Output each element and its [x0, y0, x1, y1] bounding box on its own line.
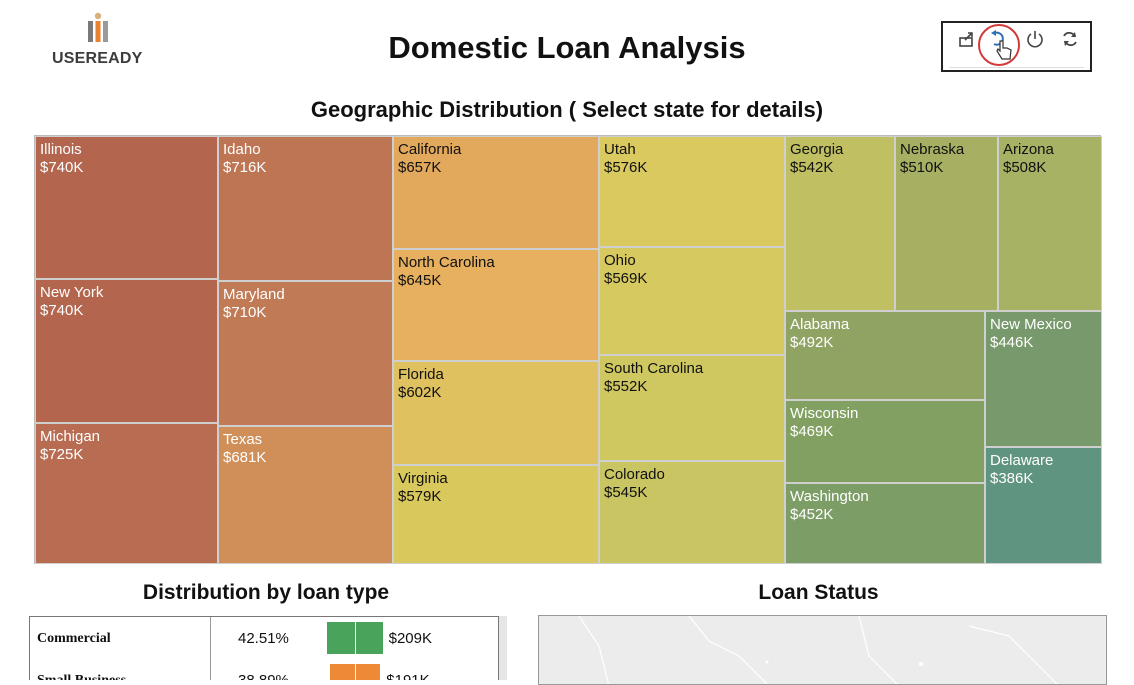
tile-state-label: South Carolina	[604, 360, 704, 377]
highlight-circle-icon	[978, 24, 1020, 66]
revert-icon[interactable]	[988, 29, 1008, 49]
loan-type-value: $209K	[388, 630, 432, 647]
loan-type-bar[interactable]	[329, 664, 381, 680]
tile-state-label: Washington	[790, 488, 869, 505]
tile-value-label: $740K	[40, 302, 84, 319]
treemap-tile-arizona[interactable]: Arizona $508K	[998, 136, 1102, 311]
treemap-tile-south-carolina[interactable]: South Carolina $552K	[599, 355, 785, 461]
treemap-tile-idaho[interactable]: Idaho $716K	[218, 136, 393, 281]
tile-value-label: $710K	[223, 304, 267, 321]
company-logo: USEREADY	[52, 10, 152, 72]
tile-value-label: $469K	[790, 423, 834, 440]
loan-type-percent: 42.51%	[238, 630, 289, 647]
tile-state-label: New Mexico	[990, 316, 1072, 333]
tile-state-label: California	[398, 141, 462, 158]
toolbar-divider	[949, 67, 1084, 68]
loan-type-bar[interactable]	[327, 622, 383, 654]
loan-type-label: Small Business	[37, 673, 126, 680]
tile-value-label: $508K	[1003, 159, 1047, 176]
map-borders-icon	[578, 616, 1058, 684]
loan-type-value: $191K	[386, 672, 429, 680]
tile-value-label: $740K	[40, 159, 84, 176]
loan-type-row[interactable]: Small Business 38.89% $191K	[30, 659, 498, 680]
tile-state-label: Idaho	[223, 141, 261, 158]
treemap-tile-delaware[interactable]: Delaware $386K	[985, 447, 1102, 564]
loan-type-chart: Commercial 42.51% $209K Small Business 38.89…	[29, 616, 499, 680]
tile-state-label: Nebraska	[900, 141, 965, 158]
tile-state-label: Utah	[604, 141, 636, 158]
tile-state-label: North Carolina	[398, 254, 495, 271]
treemap-tile-wisconsin[interactable]: Wisconsin $469K	[785, 400, 985, 483]
refresh-icon[interactable]	[1060, 29, 1080, 49]
tile-value-label: $452K	[790, 506, 834, 523]
treemap-tile-michigan[interactable]: Michigan $725K	[35, 423, 218, 564]
tile-state-label: Michigan	[40, 428, 101, 445]
loan-type-axis	[355, 617, 356, 680]
tile-state-label: Florida	[398, 366, 444, 383]
tile-state-label: Illinois	[40, 141, 82, 158]
loan-status-map[interactable]	[538, 615, 1107, 685]
treemap-tile-ohio[interactable]: Ohio $569K	[599, 247, 785, 355]
treemap-tile-virginia[interactable]: Virginia $579K	[393, 465, 599, 564]
tile-value-label: $657K	[398, 159, 442, 176]
logo-text: USEREADY	[52, 50, 143, 67]
tile-state-label: Alabama	[790, 316, 850, 333]
tile-state-label: Arizona	[1003, 141, 1054, 158]
loan-status-title: Loan Status	[758, 581, 879, 604]
page-title: Domestic Loan Analysis	[388, 30, 746, 65]
tile-value-label: $542K	[790, 159, 834, 176]
column-divider	[210, 617, 211, 680]
treemap-tile-north-carolina[interactable]: North Carolina $645K	[393, 249, 599, 361]
tile-state-label: Georgia	[790, 141, 844, 158]
tile-value-label: $446K	[990, 334, 1034, 351]
loan-type-label: Commercial	[37, 631, 111, 646]
loan-type-percent: 38.89%	[238, 672, 289, 680]
tile-value-label: $510K	[900, 159, 944, 176]
tile-value-label: $552K	[604, 378, 648, 395]
loan-type-title: Distribution by loan type	[142, 581, 390, 604]
tile-value-label: $569K	[604, 270, 648, 287]
geographic-treemap: Illinois $740K New York $740K Michigan $725K I…	[34, 135, 1102, 564]
tile-value-label: $716K	[223, 159, 267, 176]
tile-value-label: $725K	[40, 446, 84, 463]
tile-state-label: Virginia	[398, 470, 448, 487]
loan-type-row[interactable]: Commercial 42.51% $209K	[30, 617, 498, 657]
tile-state-label: Delaware	[990, 452, 1054, 469]
tile-value-label: $645K	[398, 272, 442, 289]
pause-icon[interactable]	[1025, 29, 1045, 49]
treemap-tile-utah[interactable]: Utah $576K	[599, 136, 785, 247]
treemap-tile-colorado[interactable]: Colorado $545K	[599, 461, 785, 564]
treemap-tile-nebraska[interactable]: Nebraska $510K	[895, 136, 998, 311]
tile-state-label: New York	[40, 284, 104, 301]
treemap-tile-alabama[interactable]: Alabama $492K	[785, 311, 985, 400]
tile-state-label: Maryland	[223, 286, 285, 303]
dashboard-toolbar	[941, 21, 1092, 72]
treemap-tile-georgia[interactable]: Georgia $542K	[785, 136, 895, 311]
treemap-tile-california[interactable]: California $657K	[393, 136, 599, 249]
tile-state-label: Texas	[223, 431, 263, 448]
tile-state-label: Ohio	[604, 252, 636, 269]
hand-cursor-icon	[996, 40, 1012, 60]
treemap-tile-maryland[interactable]: Maryland $710K	[218, 281, 393, 426]
treemap-tile-new-mexico[interactable]: New Mexico $446K	[985, 311, 1102, 447]
tile-state-label: Colorado	[604, 466, 665, 483]
treemap-tile-texas[interactable]: Texas $681K	[218, 426, 393, 564]
tile-value-label: $545K	[604, 484, 648, 501]
tile-value-label: $386K	[990, 470, 1034, 487]
logo-bars-icon	[88, 12, 108, 42]
tile-value-label: $579K	[398, 488, 442, 505]
loan-type-scrollbar[interactable]	[499, 616, 507, 680]
tile-value-label: $492K	[790, 334, 834, 351]
tile-value-label: $602K	[398, 384, 442, 401]
tile-value-label: $681K	[223, 449, 267, 466]
treemap-tile-washington[interactable]: Washington $452K	[785, 483, 985, 564]
tile-state-label: Wisconsin	[790, 405, 859, 422]
treemap-tile-illinois[interactable]: Illinois $740K	[35, 136, 218, 279]
treemap-tile-new-york[interactable]: New York $740K	[35, 279, 218, 423]
export-icon[interactable]	[957, 29, 977, 49]
tile-value-label: $576K	[604, 159, 648, 176]
treemap-tile-florida[interactable]: Florida $602K	[393, 361, 599, 465]
treemap-title: Geographic Distribution ( Select state f…	[310, 97, 824, 122]
